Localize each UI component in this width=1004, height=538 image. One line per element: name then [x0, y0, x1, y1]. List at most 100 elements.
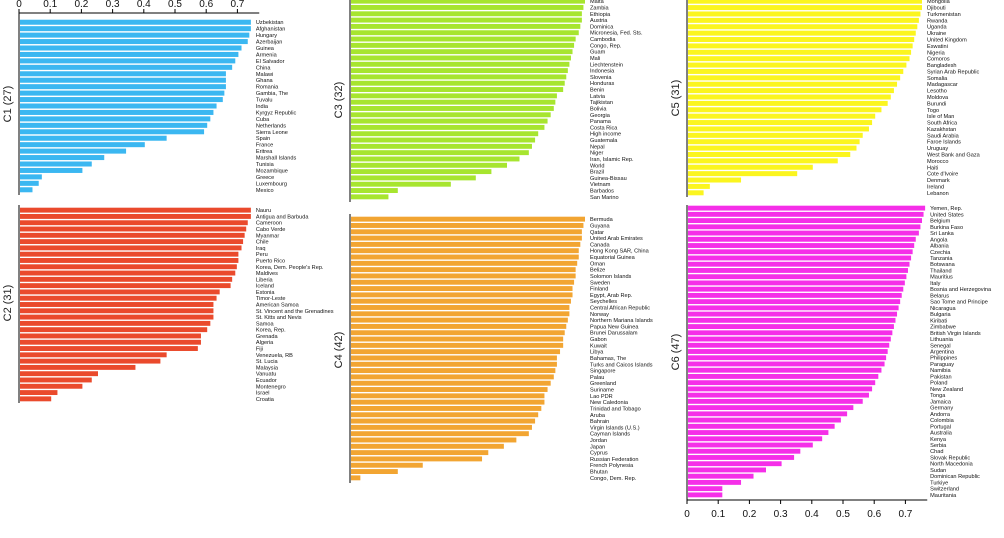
- bar: [20, 77, 226, 83]
- bar: [351, 424, 532, 430]
- bar: [20, 97, 223, 103]
- category-label: Palau: [590, 375, 604, 381]
- bar: [20, 276, 233, 282]
- bar: [351, 87, 564, 92]
- category-label: Solomon Islands: [590, 274, 632, 280]
- cluster-label: C3 (32): [333, 82, 345, 119]
- category-label: Liechtenstein: [590, 62, 623, 68]
- category-label: Guam: [590, 50, 606, 56]
- x-tick-label: 0.5: [168, 0, 182, 10]
- category-label: Iceland: [256, 284, 274, 290]
- bar: [351, 241, 581, 247]
- bar: [351, 456, 483, 462]
- cluster-label: C6 (47): [670, 334, 682, 371]
- bar: [688, 448, 801, 454]
- bar: [351, 216, 585, 222]
- category-label: Liberia: [256, 277, 274, 283]
- category-label: St. Lucia: [256, 359, 279, 365]
- bar: [20, 320, 211, 326]
- bar: [688, 5, 922, 11]
- bar: [351, 229, 582, 235]
- category-label: Madagascar: [927, 82, 958, 88]
- bar: [688, 292, 902, 298]
- category-label: St. Kitts and Nevis: [256, 315, 302, 321]
- bar: [688, 461, 782, 467]
- category-label: Kiribati: [930, 318, 947, 324]
- bar: [351, 437, 517, 443]
- category-label: Croatia: [256, 397, 275, 403]
- category-label: New Zealand: [930, 387, 963, 393]
- bar: [688, 94, 891, 100]
- bar: [688, 171, 798, 177]
- bar: [20, 245, 242, 251]
- category-label: Guinea-Bissau: [590, 176, 627, 182]
- bar: [20, 135, 167, 141]
- bar: [688, 324, 894, 329]
- category-label: Israel: [256, 391, 270, 397]
- bar: [20, 358, 161, 364]
- bar: [688, 355, 887, 361]
- bar: [688, 75, 901, 81]
- x-tick-label: 0.3: [106, 0, 120, 10]
- bar: [688, 417, 841, 423]
- category-label: Seychelles: [590, 299, 617, 305]
- bar: [688, 336, 891, 342]
- bar: [351, 462, 423, 468]
- bar: [688, 62, 907, 68]
- category-label: France: [256, 143, 273, 149]
- category-label: Mauritius: [930, 275, 953, 281]
- category-label: Kyrgyz Republic: [256, 110, 297, 116]
- category-label: Panama: [590, 119, 612, 125]
- bar: [688, 113, 876, 119]
- category-label: Germany: [930, 406, 953, 412]
- category-label: World: [590, 163, 605, 169]
- bar: [688, 24, 918, 30]
- bar: [351, 248, 579, 254]
- category-label: Morocco: [927, 159, 948, 165]
- bar: [351, 181, 451, 187]
- bar: [351, 131, 539, 137]
- bar: [688, 164, 813, 170]
- category-label: Georgia: [590, 113, 611, 119]
- category-label: Mongolia: [927, 0, 951, 5]
- bar: [20, 302, 214, 307]
- bar: [688, 211, 924, 217]
- cluster-label: C5 (31): [670, 80, 682, 117]
- category-label: Jamaica: [930, 399, 952, 405]
- category-label: Colombia: [930, 418, 955, 424]
- bar: [351, 235, 582, 241]
- category-label: Burundi: [927, 101, 946, 107]
- bar: [20, 346, 198, 351]
- category-label: Syrian Arab Republic: [927, 69, 979, 75]
- category-label: St. Vincent and the Grenadines: [256, 309, 334, 315]
- category-label: Czechia: [930, 250, 951, 256]
- bar: [20, 103, 217, 109]
- x-tick-label: 0.1: [711, 509, 725, 520]
- bar: [688, 473, 754, 479]
- bar: [351, 279, 575, 285]
- category-label: Slovenia: [590, 75, 612, 81]
- category-label: Malta: [590, 0, 605, 5]
- category-label: Australia: [930, 431, 953, 437]
- category-label: Eswatini: [927, 44, 948, 50]
- bar: [688, 68, 904, 74]
- bar: [20, 32, 250, 38]
- category-label: Eritrea: [256, 149, 273, 155]
- category-label: Comoros: [927, 57, 950, 63]
- bar: [351, 260, 578, 266]
- category-label: Timor-Leste: [256, 296, 286, 302]
- category-label: Russian Federation: [590, 457, 639, 463]
- bar: [688, 330, 893, 336]
- bar: [351, 156, 520, 162]
- category-label: Japan: [590, 444, 605, 450]
- x-tick-label: 0.7: [230, 0, 244, 10]
- bar: [20, 187, 33, 193]
- bar: [20, 264, 237, 270]
- bar: [688, 100, 888, 106]
- category-label: Vanuatu: [256, 372, 276, 378]
- category-label: Romania: [256, 85, 279, 91]
- category-label: Cabo Verde: [256, 227, 286, 233]
- bar: [351, 106, 554, 111]
- bar: [351, 305, 570, 310]
- category-label: Philippines: [930, 356, 957, 362]
